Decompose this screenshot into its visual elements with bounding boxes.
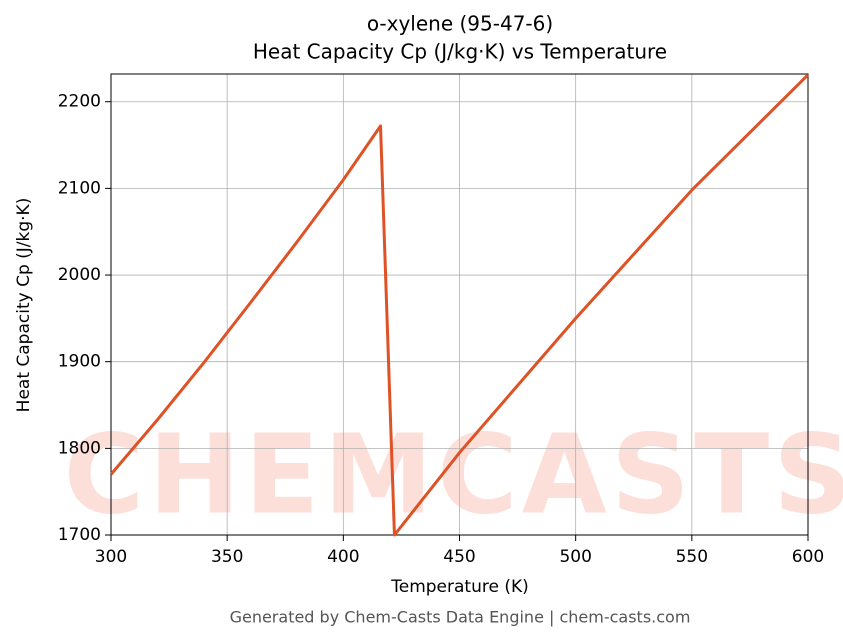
- y-tick-label: 2200: [58, 92, 101, 112]
- x-tick-label: 550: [676, 547, 708, 567]
- plot-frame: [110, 73, 809, 536]
- data-line: [109, 73, 810, 537]
- y-axis-label: Heat Capacity Cp (J/kg·K): [14, 198, 34, 413]
- chart-title: o-xylene (95-47-6): [367, 12, 553, 36]
- x-tick-label: 600: [792, 547, 824, 567]
- x-axis-label: Temperature (K): [390, 577, 529, 597]
- footer: Generated by Chem-Casts Data Engine | ch…: [230, 608, 691, 627]
- y-tick-label: 2000: [58, 265, 101, 285]
- x-tick-label: 350: [211, 547, 243, 567]
- y-tick-label: 1700: [58, 525, 101, 545]
- x-tick-label: 400: [327, 547, 359, 567]
- x-tick-label: 450: [443, 547, 475, 567]
- y-tick-label: 1900: [58, 352, 101, 372]
- y-tick-label: 2100: [58, 178, 101, 198]
- watermark: CHEMCASTS: [64, 410, 843, 538]
- chart-subtitle: Heat Capacity Cp (J/kg·K) vs Temperature: [253, 40, 667, 64]
- x-tick-label: 500: [559, 547, 591, 567]
- x-tick-label: 300: [95, 547, 127, 567]
- y-tick-label: 1800: [58, 438, 101, 458]
